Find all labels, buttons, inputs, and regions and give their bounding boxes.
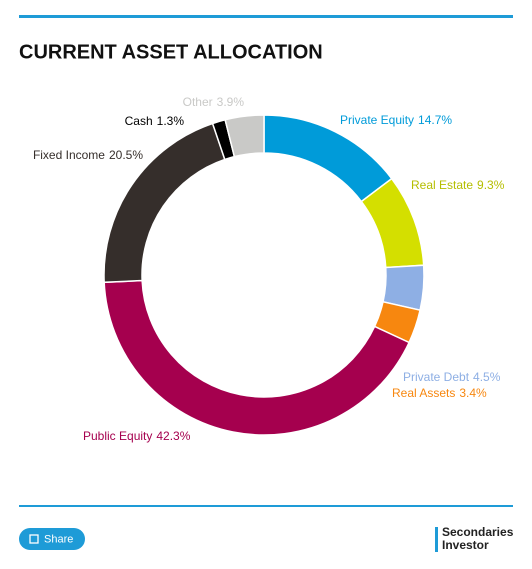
slice-label: Fixed Income 20.5% [33, 148, 143, 162]
label-value: 3.4% [459, 386, 487, 400]
slice-label: Public Equity 42.3% [83, 429, 191, 443]
label-value: 9.3% [477, 178, 505, 192]
brand-line: Secondaries [442, 525, 514, 539]
label-category: Private Debt [403, 370, 470, 384]
slice-label: Real Estate 9.3% [411, 178, 505, 192]
brand-bar [435, 527, 438, 552]
slice [224, 114, 265, 158]
slice [103, 279, 411, 436]
share-label[interactable]: Share [44, 533, 73, 545]
label-value: 42.3% [156, 429, 190, 443]
label-category: Real Assets [392, 386, 455, 400]
slice-label: Other 3.9% [183, 95, 245, 109]
chart-title: CURRENT ASSET ALLOCATION [19, 41, 323, 63]
label-value: 14.7% [418, 113, 452, 127]
slice-label: Cash 1.3% [125, 114, 185, 128]
bottom-rule [19, 505, 513, 507]
share-button[interactable]: Share [19, 528, 85, 550]
label-value: 1.3% [157, 114, 185, 128]
share-icon [29, 534, 39, 544]
share-bg[interactable] [19, 528, 85, 550]
label-value: 20.5% [109, 148, 143, 162]
label-category: Cash [125, 114, 153, 128]
label-category: Private Equity [340, 113, 414, 127]
label-category: Fixed Income [33, 148, 105, 162]
top-rule [19, 15, 513, 18]
slice [263, 114, 393, 203]
label-category: Other [183, 95, 213, 109]
slice-label: Real Assets 3.4% [392, 386, 487, 400]
label-category: Real Estate [411, 178, 473, 192]
label-value: 4.5% [473, 370, 501, 384]
label-value: 3.9% [217, 95, 245, 109]
label-category: Public Equity [83, 429, 152, 443]
slice-label: Private Equity 14.7% [340, 113, 452, 127]
slice-label: Private Debt 4.5% [403, 370, 501, 384]
brand-line: Investor [442, 538, 489, 552]
